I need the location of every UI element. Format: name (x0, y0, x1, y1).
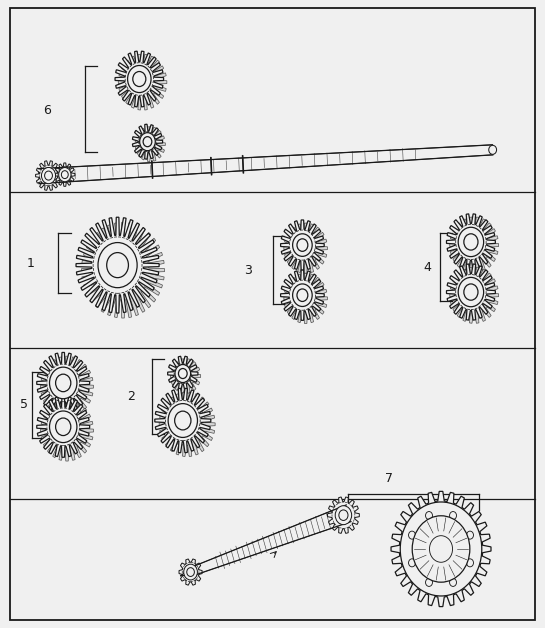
Polygon shape (328, 497, 359, 533)
Circle shape (107, 252, 129, 278)
Polygon shape (54, 163, 75, 187)
Circle shape (168, 404, 197, 438)
Text: 7: 7 (385, 472, 393, 485)
Circle shape (133, 72, 146, 87)
Polygon shape (132, 124, 162, 159)
Text: 1: 1 (27, 257, 34, 271)
Circle shape (184, 564, 197, 580)
Polygon shape (40, 356, 93, 417)
Circle shape (464, 284, 478, 300)
Polygon shape (168, 356, 198, 391)
Circle shape (174, 411, 191, 430)
Circle shape (400, 502, 482, 596)
Circle shape (178, 369, 187, 379)
Polygon shape (159, 392, 215, 457)
Text: 3: 3 (244, 264, 252, 277)
Polygon shape (115, 51, 164, 107)
Polygon shape (135, 127, 165, 161)
Circle shape (62, 171, 68, 178)
Polygon shape (284, 223, 328, 273)
Circle shape (429, 536, 452, 562)
Circle shape (59, 168, 71, 181)
Polygon shape (450, 267, 499, 323)
Polygon shape (281, 270, 324, 320)
Polygon shape (35, 161, 62, 190)
Circle shape (50, 411, 77, 443)
Circle shape (50, 367, 77, 399)
Text: 2: 2 (127, 390, 135, 403)
Circle shape (297, 289, 308, 301)
Circle shape (335, 506, 352, 524)
Circle shape (293, 284, 312, 306)
Circle shape (297, 239, 308, 251)
Polygon shape (155, 388, 211, 453)
Circle shape (464, 234, 478, 250)
Circle shape (293, 234, 312, 256)
Polygon shape (450, 217, 499, 273)
Circle shape (458, 227, 483, 257)
Polygon shape (38, 145, 493, 183)
Circle shape (412, 516, 470, 582)
Circle shape (409, 531, 415, 539)
Polygon shape (192, 505, 351, 575)
Circle shape (458, 278, 483, 306)
Polygon shape (284, 273, 328, 323)
Polygon shape (171, 359, 201, 393)
Circle shape (56, 418, 71, 436)
Circle shape (56, 374, 71, 392)
Polygon shape (37, 396, 90, 457)
Circle shape (128, 65, 151, 92)
Circle shape (175, 364, 191, 382)
Polygon shape (391, 491, 491, 607)
Polygon shape (118, 54, 167, 110)
Polygon shape (446, 214, 495, 270)
Circle shape (426, 512, 433, 519)
Polygon shape (446, 264, 495, 320)
Text: 6: 6 (43, 104, 51, 117)
Circle shape (41, 168, 56, 184)
Polygon shape (179, 559, 202, 585)
Circle shape (143, 137, 152, 147)
Polygon shape (81, 222, 165, 318)
Polygon shape (281, 220, 324, 270)
Polygon shape (40, 400, 93, 461)
Circle shape (339, 510, 348, 521)
Circle shape (409, 559, 415, 567)
Circle shape (450, 512, 457, 519)
Circle shape (450, 578, 457, 587)
Circle shape (426, 578, 433, 587)
Circle shape (467, 559, 474, 567)
Circle shape (140, 133, 155, 151)
Circle shape (45, 171, 52, 180)
Polygon shape (76, 217, 159, 313)
Circle shape (489, 145, 496, 154)
Circle shape (187, 568, 195, 577)
Text: 5: 5 (20, 398, 28, 411)
Circle shape (467, 531, 474, 539)
Text: 4: 4 (423, 261, 431, 274)
Polygon shape (37, 352, 90, 413)
Circle shape (98, 242, 137, 288)
